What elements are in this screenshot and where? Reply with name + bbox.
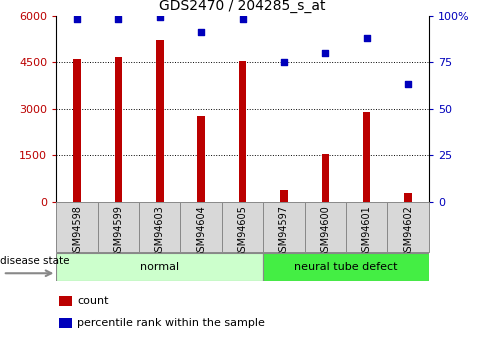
Bar <box>156 40 164 202</box>
Bar <box>239 61 246 202</box>
Text: percentile rank within the sample: percentile rank within the sample <box>77 318 265 328</box>
Bar <box>98 202 139 252</box>
Bar <box>115 57 122 202</box>
Text: GSM94598: GSM94598 <box>72 205 82 258</box>
Bar <box>363 112 370 202</box>
Point <box>404 82 412 87</box>
Bar <box>56 253 263 281</box>
Text: disease state: disease state <box>0 256 70 266</box>
Title: GDS2470 / 204285_s_at: GDS2470 / 204285_s_at <box>159 0 326 13</box>
Bar <box>74 59 81 202</box>
Bar <box>222 202 263 252</box>
Text: GSM94603: GSM94603 <box>155 205 165 258</box>
Bar <box>388 202 429 252</box>
Bar <box>280 190 288 202</box>
Point <box>156 14 164 20</box>
Bar <box>180 202 222 252</box>
Bar <box>56 202 98 252</box>
Bar <box>197 117 205 202</box>
Point <box>363 35 370 41</box>
Text: count: count <box>77 296 109 306</box>
Bar <box>404 193 412 202</box>
Text: GSM94602: GSM94602 <box>403 205 413 258</box>
Text: GSM94600: GSM94600 <box>320 205 330 258</box>
Bar <box>321 154 329 202</box>
Point <box>73 17 81 22</box>
Text: GSM94599: GSM94599 <box>113 205 123 258</box>
Point <box>197 30 205 35</box>
Text: GSM94597: GSM94597 <box>279 205 289 258</box>
Bar <box>346 202 388 252</box>
Bar <box>59 296 72 306</box>
Bar <box>139 202 180 252</box>
Point <box>321 50 329 56</box>
Text: GSM94604: GSM94604 <box>196 205 206 258</box>
Bar <box>59 318 72 328</box>
Bar <box>263 253 429 281</box>
Bar <box>263 202 305 252</box>
Text: neural tube defect: neural tube defect <box>294 262 398 272</box>
Point <box>115 17 122 22</box>
Text: normal: normal <box>140 262 179 272</box>
Point <box>239 17 246 22</box>
Text: GSM94601: GSM94601 <box>362 205 372 258</box>
Point <box>280 59 288 65</box>
Bar <box>305 202 346 252</box>
Text: GSM94605: GSM94605 <box>238 205 247 258</box>
